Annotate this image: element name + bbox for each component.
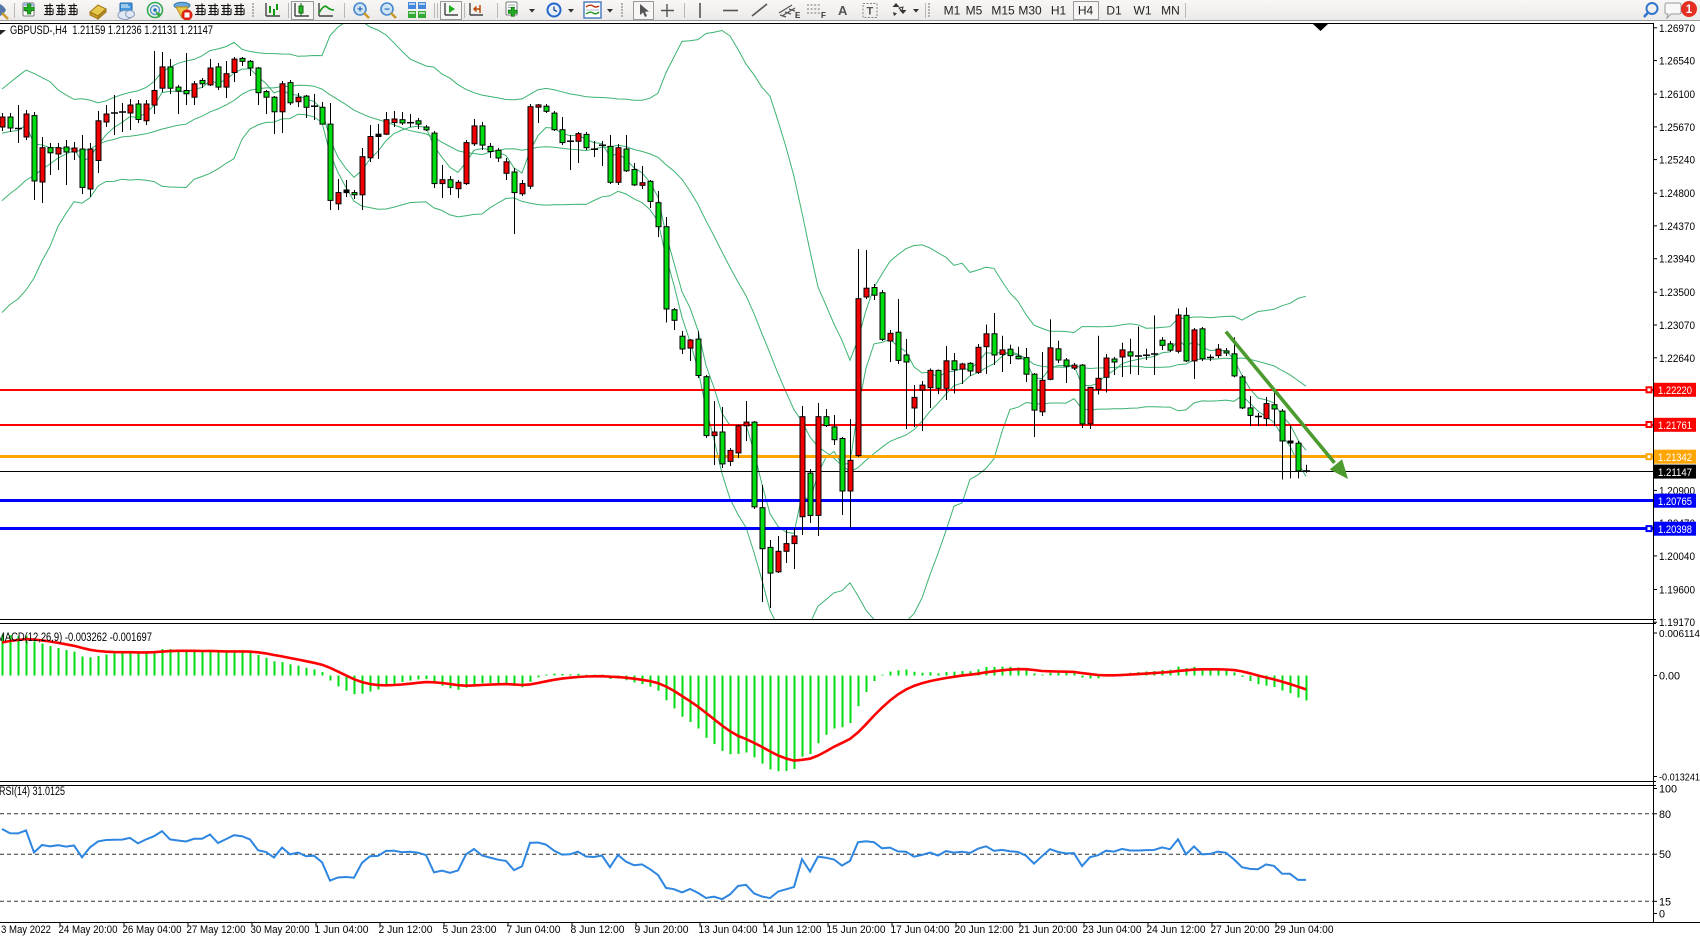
svg-text:21 Jun 20:00: 21 Jun 20:00 <box>1019 924 1078 936</box>
svg-text:80: 80 <box>1659 809 1671 821</box>
svg-text:+: + <box>357 5 363 16</box>
svg-text:GBPUSD-,H4 1.21159 1.21236 1.: GBPUSD-,H4 1.21159 1.21236 1.21131 1.211… <box>10 25 213 37</box>
svg-text:27 May 12:00: 27 May 12:00 <box>187 924 246 936</box>
svg-text:1.22220: 1.22220 <box>1658 385 1692 397</box>
svg-text:30 May 20:00: 30 May 20:00 <box>251 924 310 936</box>
svg-text:-0.013241: -0.013241 <box>1659 773 1700 784</box>
svg-text:29 Jun 04:00: 29 Jun 04:00 <box>1275 924 1334 936</box>
svg-text:1.19600: 1.19600 <box>1659 585 1695 597</box>
svg-text:F: F <box>821 11 826 20</box>
svg-text:M1: M1 <box>944 4 961 18</box>
svg-text:9 Jun 20:00: 9 Jun 20:00 <box>635 924 689 936</box>
svg-text:1.24370: 1.24370 <box>1659 221 1695 233</box>
svg-text:13 Jun 04:00: 13 Jun 04:00 <box>699 924 758 936</box>
svg-text:A: A <box>838 3 848 18</box>
svg-text:5 Jun 23:00: 5 Jun 23:00 <box>443 924 497 936</box>
svg-text:1.26540: 1.26540 <box>1659 56 1695 68</box>
svg-text:1.21147: 1.21147 <box>1658 467 1692 479</box>
svg-text:1.25670: 1.25670 <box>1659 122 1695 134</box>
svg-text:1.21761: 1.21761 <box>1658 420 1692 432</box>
svg-text:1.26100: 1.26100 <box>1659 89 1695 101</box>
svg-text:100: 100 <box>1659 784 1677 796</box>
svg-text:0.00: 0.00 <box>1659 671 1680 683</box>
svg-text:W1: W1 <box>1134 4 1152 18</box>
svg-text:1.20765: 1.20765 <box>1658 496 1692 508</box>
svg-text:E: E <box>795 11 801 20</box>
svg-text:2 Jun 12:00: 2 Jun 12:00 <box>379 924 433 936</box>
svg-text:24 Jun 12:00: 24 Jun 12:00 <box>1147 924 1206 936</box>
svg-text:1.23940: 1.23940 <box>1659 254 1695 266</box>
svg-text:7 Jun 04:00: 7 Jun 04:00 <box>507 924 561 936</box>
svg-text:T: T <box>867 6 874 18</box>
svg-text:23 Jun 04:00: 23 Jun 04:00 <box>1083 924 1142 936</box>
svg-text:1: 1 <box>1686 4 1693 16</box>
svg-text:M30: M30 <box>1018 4 1042 18</box>
svg-text:26 May 04:00: 26 May 04:00 <box>123 924 182 936</box>
svg-text:RSI(14) 31.0125: RSI(14) 31.0125 <box>0 786 65 798</box>
svg-text:3 May 2022: 3 May 2022 <box>1 924 51 936</box>
svg-text:1.19170: 1.19170 <box>1659 617 1695 629</box>
svg-text:−: − <box>384 5 390 16</box>
svg-text:0: 0 <box>1659 909 1665 921</box>
svg-text:20 Jun 12:00: 20 Jun 12:00 <box>955 924 1014 936</box>
svg-text:D1: D1 <box>1106 4 1122 18</box>
svg-text:MACD(12,26,9) -0.003262 -0.001: MACD(12,26,9) -0.003262 -0.001697 <box>0 632 152 644</box>
svg-text:H1: H1 <box>1051 4 1067 18</box>
svg-text:0.006114: 0.006114 <box>1659 629 1700 640</box>
svg-text:15: 15 <box>1659 896 1671 908</box>
svg-text:15 Jun 20:00: 15 Jun 20:00 <box>827 924 886 936</box>
svg-text:1.21342: 1.21342 <box>1658 452 1692 464</box>
svg-text:1.24800: 1.24800 <box>1659 188 1695 200</box>
svg-text:1.26970: 1.26970 <box>1659 23 1695 35</box>
svg-text:50: 50 <box>1659 849 1671 861</box>
svg-text:27 Jun 20:00: 27 Jun 20:00 <box>1211 924 1270 936</box>
svg-text:1.23500: 1.23500 <box>1659 287 1695 299</box>
svg-text:H4: H4 <box>1078 4 1094 18</box>
svg-text:1.22640: 1.22640 <box>1659 353 1695 365</box>
svg-text:8 Jun 12:00: 8 Jun 12:00 <box>571 924 625 936</box>
svg-text:1 Jun 04:00: 1 Jun 04:00 <box>315 924 369 936</box>
svg-text:M5: M5 <box>966 4 983 18</box>
svg-text:1.25240: 1.25240 <box>1659 155 1695 167</box>
svg-text:1.20040: 1.20040 <box>1659 551 1695 563</box>
svg-text:14 Jun 12:00: 14 Jun 12:00 <box>763 924 822 936</box>
svg-text:MN: MN <box>1161 4 1180 18</box>
svg-text:1.23070: 1.23070 <box>1659 320 1695 332</box>
svg-text:M15: M15 <box>991 4 1015 18</box>
svg-text:17 Jun 04:00: 17 Jun 04:00 <box>891 924 950 936</box>
svg-text:1.20398: 1.20398 <box>1658 524 1692 536</box>
svg-text:24 May 20:00: 24 May 20:00 <box>59 924 118 936</box>
